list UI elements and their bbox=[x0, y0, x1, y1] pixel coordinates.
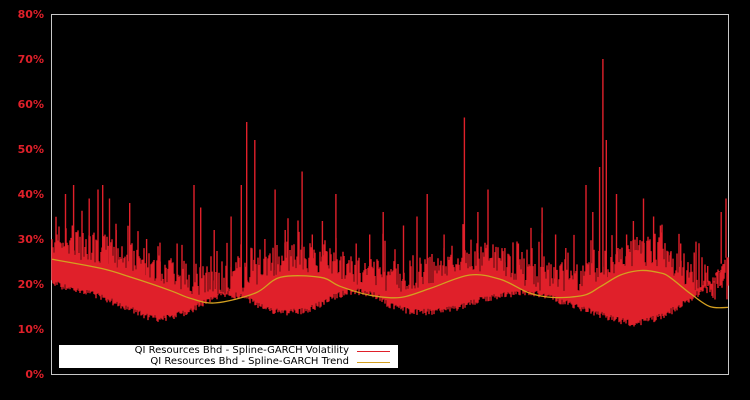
volatility-series-line bbox=[51, 59, 729, 327]
volatility-series bbox=[51, 59, 729, 327]
y-tick-label: 40% bbox=[18, 188, 44, 201]
y-tick-label: 70% bbox=[18, 53, 44, 66]
y-tick-label: 60% bbox=[18, 98, 44, 111]
y-tick-label: 10% bbox=[18, 323, 44, 336]
y-tick-label: 80% bbox=[18, 8, 44, 21]
legend-swatch-trend bbox=[357, 361, 390, 363]
legend: QI Resources Bhd - Spline-GARCH Volatili… bbox=[59, 345, 398, 368]
legend-swatch-volatility bbox=[357, 350, 390, 352]
legend-item-volatility: QI Resources Bhd - Spline-GARCH Volatili… bbox=[135, 345, 390, 357]
y-tick-label: 50% bbox=[18, 143, 44, 156]
y-axis-ticks: 0% 10% 20% 30% 40% 50% 60% 70% 80% bbox=[18, 8, 44, 381]
legend-label-volatility: QI Resources Bhd - Spline-GARCH Volatili… bbox=[134, 345, 349, 356]
trend-series-line bbox=[51, 258, 729, 309]
legend-label-trend: QI Resources Bhd - Spline-GARCH Trend bbox=[150, 356, 349, 367]
y-tick-label: 20% bbox=[18, 278, 44, 291]
y-tick-label: 0% bbox=[25, 368, 44, 381]
y-tick-label: 30% bbox=[18, 233, 44, 246]
plot-frame bbox=[51, 14, 729, 375]
legend-item-trend: QI Resources Bhd - Spline-GARCH Trend bbox=[150, 356, 390, 368]
